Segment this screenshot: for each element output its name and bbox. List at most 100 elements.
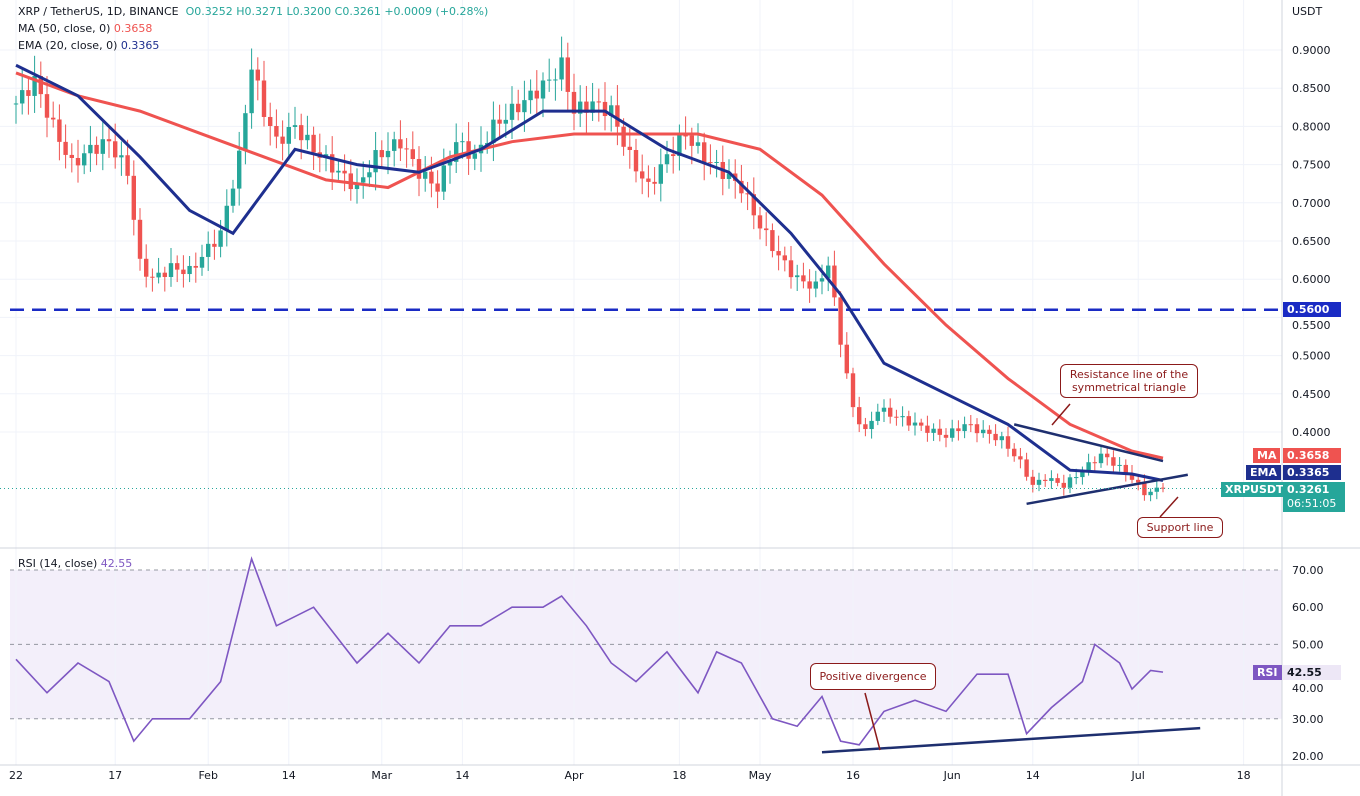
candle-body bbox=[113, 141, 118, 158]
divergence-callout[interactable]: Positive divergence bbox=[810, 663, 936, 690]
candle-body bbox=[689, 135, 694, 146]
x-tick-label: 17 bbox=[108, 769, 122, 782]
candle-body bbox=[187, 265, 192, 275]
candle-body bbox=[305, 134, 310, 141]
candle-body bbox=[1030, 476, 1035, 485]
candle-body bbox=[212, 243, 217, 247]
candle-body bbox=[131, 175, 136, 220]
candle-body bbox=[602, 101, 608, 117]
candle-body bbox=[88, 144, 93, 154]
candle-body bbox=[1005, 436, 1011, 449]
candle-body bbox=[968, 424, 973, 426]
open-value: O0.3252 bbox=[185, 5, 233, 18]
candle-body bbox=[1074, 477, 1079, 479]
symbol-tag: XRPUSDT bbox=[1221, 482, 1288, 497]
candle-body bbox=[243, 113, 248, 151]
candle-body bbox=[460, 141, 465, 143]
ma50-line bbox=[15, 71, 1164, 460]
x-tick-label: 14 bbox=[1026, 769, 1040, 782]
candle-body bbox=[937, 428, 942, 435]
candle-body bbox=[472, 153, 477, 159]
candle-body bbox=[658, 164, 663, 184]
y-tick-label: 0.4500 bbox=[1292, 388, 1331, 401]
last-price: 0.3261 bbox=[1287, 483, 1330, 496]
rsi-tick-label: 40.00 bbox=[1292, 682, 1324, 695]
x-tick-label: 18 bbox=[1237, 769, 1251, 782]
resistance-callout[interactable]: Resistance line of the symmetrical trian… bbox=[1060, 364, 1198, 398]
ma-legend[interactable]: MA (50, close, 0) 0.3658 bbox=[18, 22, 152, 35]
candle-body bbox=[590, 101, 595, 113]
candle-body bbox=[1067, 477, 1073, 488]
candle-body bbox=[1129, 473, 1135, 480]
candle-body bbox=[844, 344, 849, 374]
candle-body bbox=[193, 265, 198, 268]
y-tick-label: 0.5500 bbox=[1292, 319, 1331, 332]
candle-body bbox=[788, 260, 794, 278]
ma-tag: MA bbox=[1253, 448, 1281, 463]
rsi-legend[interactable]: RSI (14, close) 42.55 bbox=[18, 557, 132, 570]
rsi-tick-label: 50.00 bbox=[1292, 638, 1324, 651]
candle-body bbox=[553, 79, 558, 81]
candle-body bbox=[162, 272, 167, 278]
candle-body bbox=[584, 101, 589, 113]
candle-body bbox=[274, 126, 279, 137]
candle-body bbox=[51, 117, 56, 120]
candle-body bbox=[1036, 479, 1042, 485]
candle-body bbox=[119, 155, 124, 158]
x-tick-label: May bbox=[749, 769, 772, 782]
candle-body bbox=[1043, 479, 1048, 481]
candle-body bbox=[1111, 457, 1116, 466]
callout-pointer bbox=[1051, 403, 1071, 426]
candle-body bbox=[1086, 462, 1091, 471]
y-tick-label: 0.7500 bbox=[1292, 159, 1331, 172]
ma-value: 0.3658 bbox=[113, 22, 153, 35]
ema-tag: EMA bbox=[1246, 465, 1281, 480]
candle-body bbox=[739, 180, 744, 194]
support-callout[interactable]: Support line bbox=[1137, 517, 1223, 538]
candle-body bbox=[671, 154, 676, 157]
candle-body bbox=[795, 275, 800, 278]
ema-legend[interactable]: EMA (20, close, 0) 0.3365 bbox=[18, 39, 159, 52]
candle-body bbox=[206, 243, 211, 257]
candle-body bbox=[379, 150, 384, 158]
candle-body bbox=[1012, 448, 1017, 457]
candle-body bbox=[398, 139, 403, 149]
rsi-tick-label: 60.00 bbox=[1292, 601, 1324, 614]
candle-body bbox=[497, 119, 502, 124]
candle-body bbox=[888, 407, 893, 417]
candle-body bbox=[559, 57, 564, 80]
candle-body bbox=[94, 144, 99, 154]
x-tick-label: 18 bbox=[672, 769, 686, 782]
change-value: +0.0009 (+0.28%) bbox=[384, 5, 489, 18]
candle-body bbox=[627, 146, 632, 151]
ma-price-tag: 0.3658 bbox=[1283, 448, 1341, 463]
ema-price-tag: 0.3365 bbox=[1283, 465, 1341, 480]
rsi-tick-label: 20.00 bbox=[1292, 750, 1324, 763]
candle-body bbox=[1105, 453, 1110, 458]
ema-value: 0.3365 bbox=[120, 39, 160, 52]
candle-body bbox=[950, 428, 955, 438]
y-tick-label: 0.6500 bbox=[1292, 235, 1331, 248]
candle-body bbox=[943, 434, 949, 438]
candle-body bbox=[615, 105, 620, 127]
candle-body bbox=[764, 228, 769, 231]
candle-body bbox=[596, 101, 601, 103]
candle-body bbox=[528, 90, 533, 101]
x-tick-label: Jul bbox=[1131, 769, 1145, 782]
x-tick-label: Mar bbox=[371, 769, 392, 782]
candle-body bbox=[850, 373, 856, 408]
candle-body bbox=[931, 428, 936, 433]
candle-body bbox=[503, 119, 508, 124]
candle-body bbox=[745, 193, 750, 195]
x-tick-label: 22 bbox=[9, 769, 23, 782]
candle-body bbox=[423, 171, 428, 179]
candle-body bbox=[237, 150, 242, 189]
candle-body bbox=[640, 171, 645, 179]
candle-body bbox=[881, 407, 887, 412]
candle-body bbox=[218, 230, 223, 247]
y-tick-label: 0.6000 bbox=[1292, 273, 1331, 286]
candle-body bbox=[354, 182, 360, 190]
candle-body bbox=[441, 165, 446, 192]
candle-body bbox=[547, 79, 552, 81]
